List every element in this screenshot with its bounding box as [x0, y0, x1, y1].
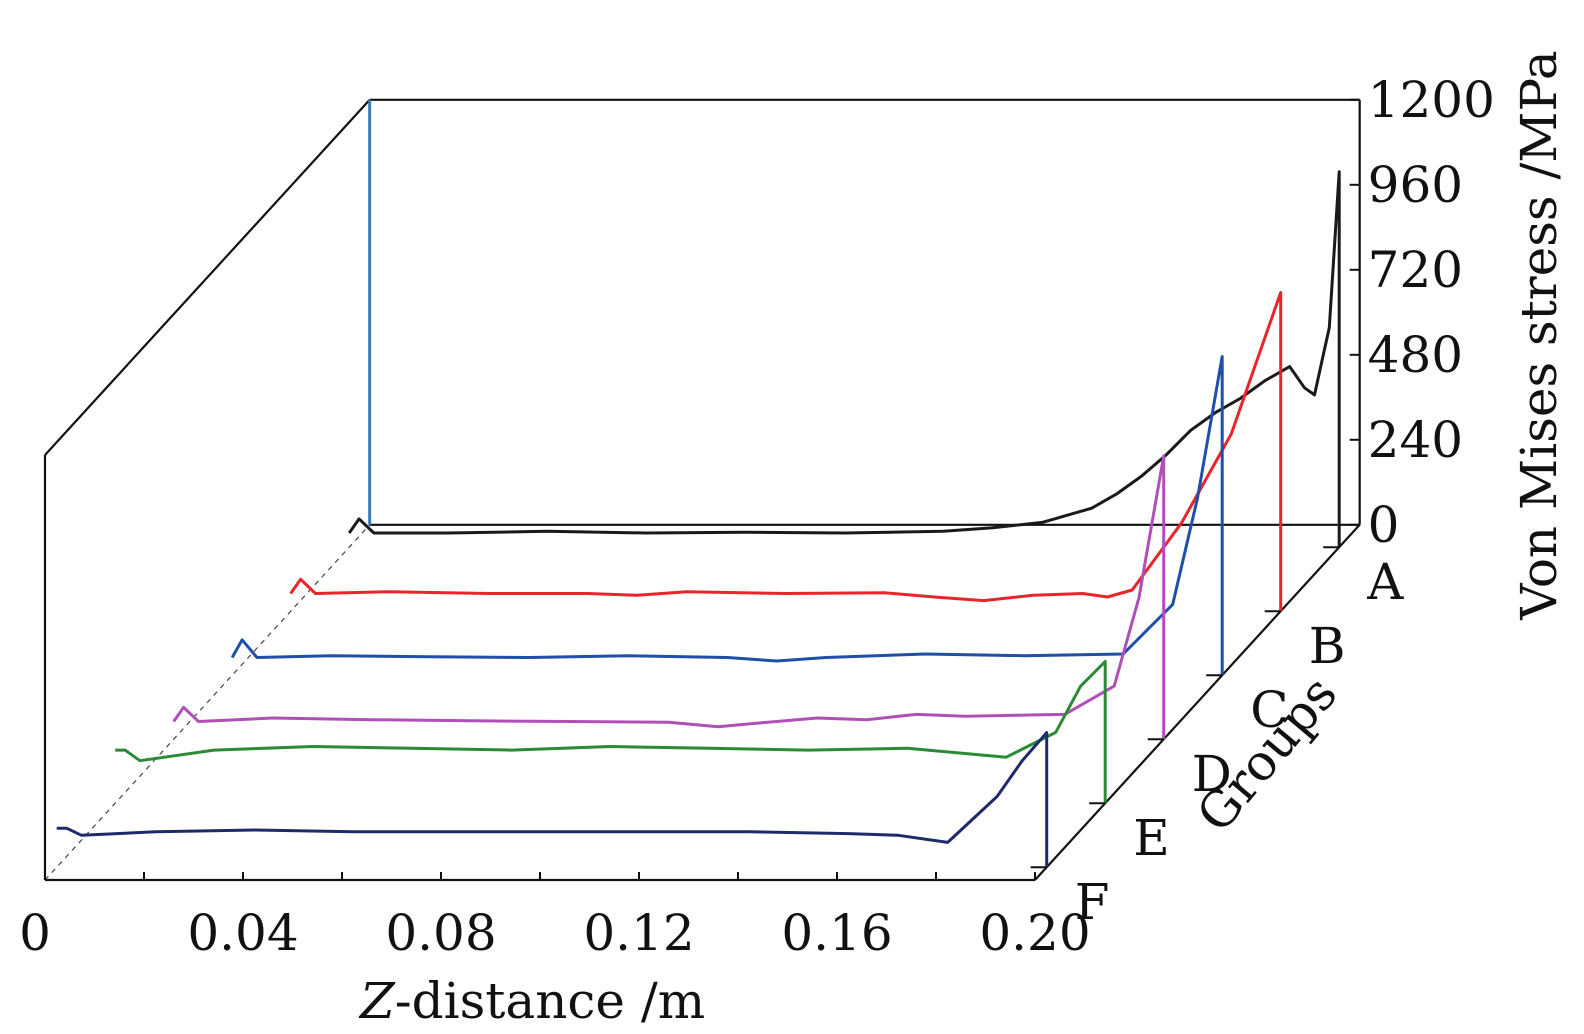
x-axis-title: Z-distance /m	[358, 972, 705, 1030]
y-tick-label: 960	[1368, 156, 1463, 214]
x-tick-label: 0.16	[781, 904, 892, 962]
x-tick-label: 0.12	[583, 904, 694, 962]
left-wall-top-edge	[44, 99, 371, 456]
y-tick-label: 1200	[1368, 71, 1495, 129]
x-tick-label: 0.08	[385, 904, 496, 962]
y-tick-label: 0	[1368, 496, 1400, 554]
group-axis-line	[1034, 524, 1361, 881]
group-label-c: C	[1250, 681, 1288, 739]
x-axis-title-prefix: Z	[358, 972, 396, 1030]
y-axis: 0 240 480 720 960 1200	[1349, 71, 1495, 554]
depth-guides	[44, 524, 371, 881]
group-label-f: F	[1075, 873, 1110, 931]
series-group	[56, 170, 1341, 868]
x-tick-label: 0	[19, 904, 51, 962]
series-line-c	[230, 355, 1224, 676]
x-axis: 0 0.04 0.08 0.12 0.16 0.20	[19, 872, 1091, 962]
series-line-a	[347, 170, 1341, 548]
series-line-d	[172, 454, 1166, 740]
group-label-e: E	[1133, 809, 1170, 867]
series-line-e	[115, 660, 1107, 804]
x-axis-title-suffix: -distance /m	[395, 972, 705, 1030]
series-line-b	[289, 291, 1283, 612]
group-label-d: D	[1192, 745, 1232, 803]
depth-guide-x0	[44, 524, 371, 881]
series-line-f	[56, 731, 1049, 868]
y-tick-label: 720	[1368, 241, 1463, 299]
y-axis-title: Von Mises stress /MPa	[1510, 50, 1568, 620]
group-label-a: A	[1366, 553, 1404, 611]
x-tick-label: 0.04	[187, 904, 298, 962]
x-tick-label: 0.20	[979, 904, 1090, 962]
y-tick-label: 240	[1368, 411, 1463, 469]
group-label-b: B	[1309, 617, 1346, 675]
y-tick-label: 480	[1368, 326, 1463, 384]
